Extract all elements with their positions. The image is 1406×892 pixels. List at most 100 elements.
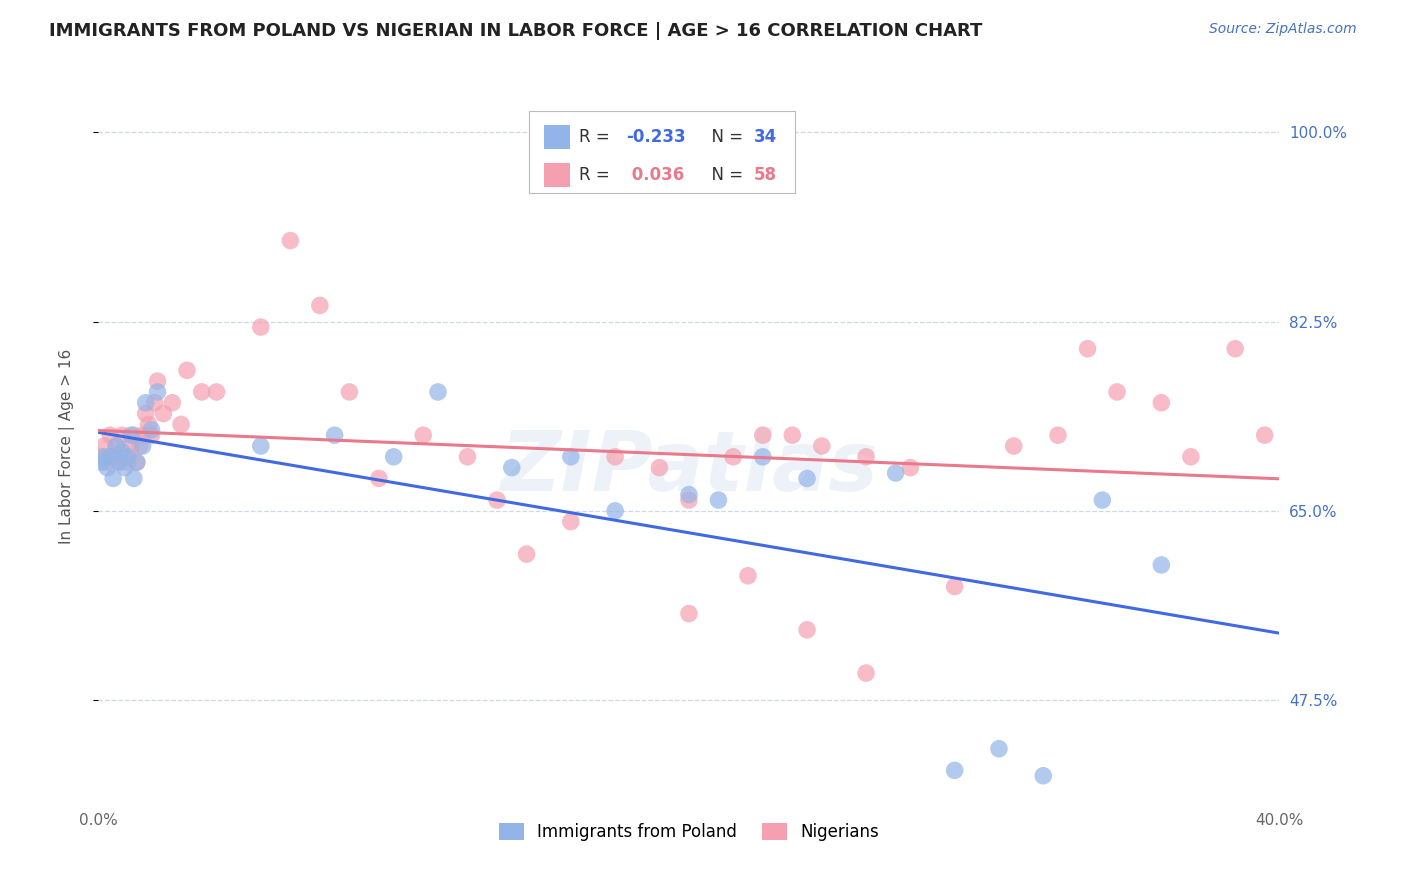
Point xyxy=(96,455,118,469)
Point xyxy=(323,428,346,442)
Point xyxy=(146,384,169,399)
Point xyxy=(128,439,150,453)
Point xyxy=(250,439,273,453)
Point xyxy=(141,428,163,442)
Point xyxy=(1150,396,1173,410)
Point xyxy=(560,450,582,464)
Point xyxy=(339,384,361,399)
Point xyxy=(143,396,166,410)
Text: 34: 34 xyxy=(754,128,778,146)
Point xyxy=(309,298,332,312)
Point xyxy=(176,363,198,377)
Point xyxy=(205,384,228,399)
Point xyxy=(796,623,818,637)
Point xyxy=(737,568,759,582)
Point xyxy=(93,439,115,453)
Point xyxy=(855,450,877,464)
Point xyxy=(516,547,538,561)
FancyBboxPatch shape xyxy=(530,111,796,193)
Point xyxy=(1046,428,1070,442)
Point xyxy=(1180,450,1202,464)
Point xyxy=(132,428,155,442)
Point xyxy=(810,439,832,453)
Point xyxy=(135,396,157,410)
Point xyxy=(943,764,966,778)
Point xyxy=(98,428,121,442)
Point xyxy=(250,320,273,334)
Point xyxy=(707,493,730,508)
Point xyxy=(782,428,804,442)
Point xyxy=(152,407,174,421)
Point xyxy=(280,234,302,248)
Point xyxy=(122,428,145,442)
Point xyxy=(191,384,214,399)
Point xyxy=(752,428,775,442)
Point xyxy=(796,471,818,485)
Point xyxy=(105,439,128,453)
Text: R =: R = xyxy=(579,166,614,184)
Text: ZIPatlas: ZIPatlas xyxy=(501,427,877,508)
Text: R =: R = xyxy=(579,128,614,146)
Point xyxy=(427,384,450,399)
Point xyxy=(1032,769,1054,783)
Point xyxy=(943,580,966,594)
Point xyxy=(382,450,405,464)
Text: 0.036: 0.036 xyxy=(626,166,685,184)
Point xyxy=(125,455,148,469)
FancyBboxPatch shape xyxy=(544,125,569,149)
Point xyxy=(135,407,157,421)
Point xyxy=(988,741,1011,756)
Legend: Immigrants from Poland, Nigerians: Immigrants from Poland, Nigerians xyxy=(492,816,886,848)
Point xyxy=(412,428,434,442)
Point xyxy=(120,428,142,442)
Text: -0.233: -0.233 xyxy=(626,128,686,146)
Point xyxy=(1107,384,1129,399)
Point xyxy=(1225,342,1247,356)
Point xyxy=(723,450,745,464)
Point xyxy=(501,460,523,475)
Point xyxy=(1254,428,1277,442)
Point xyxy=(98,450,121,464)
Y-axis label: In Labor Force | Age > 16: In Labor Force | Age > 16 xyxy=(59,349,75,543)
Point xyxy=(1091,493,1114,508)
Point xyxy=(605,504,627,518)
Text: Source: ZipAtlas.com: Source: ZipAtlas.com xyxy=(1209,22,1357,37)
Point xyxy=(678,488,700,502)
Point xyxy=(162,396,183,410)
Point xyxy=(486,493,509,508)
Point xyxy=(146,374,169,388)
Point xyxy=(103,471,125,485)
Text: IMMIGRANTS FROM POLAND VS NIGERIAN IN LABOR FORCE | AGE > 16 CORRELATION CHART: IMMIGRANTS FROM POLAND VS NIGERIAN IN LA… xyxy=(49,22,983,40)
Point xyxy=(138,417,160,432)
Point xyxy=(1077,342,1099,356)
Text: N =: N = xyxy=(700,166,748,184)
Point xyxy=(96,460,118,475)
Point xyxy=(120,439,142,453)
Text: 58: 58 xyxy=(754,166,778,184)
Point xyxy=(125,455,148,469)
Point xyxy=(605,450,627,464)
Point xyxy=(90,450,112,464)
Point xyxy=(132,439,155,453)
FancyBboxPatch shape xyxy=(544,162,569,186)
Point xyxy=(111,444,134,458)
Point xyxy=(117,450,139,464)
Point xyxy=(114,460,136,475)
Point xyxy=(752,450,775,464)
Point xyxy=(90,455,112,469)
Point xyxy=(108,455,131,469)
Point xyxy=(900,460,922,475)
Point xyxy=(108,455,131,469)
Point xyxy=(111,428,134,442)
Point xyxy=(884,466,907,480)
Point xyxy=(457,450,479,464)
Point xyxy=(648,460,671,475)
Point xyxy=(105,439,128,453)
Point xyxy=(103,450,125,464)
Point xyxy=(141,423,163,437)
Point xyxy=(1002,439,1025,453)
Point xyxy=(170,417,193,432)
Point xyxy=(114,450,136,464)
Text: N =: N = xyxy=(700,128,748,146)
Point xyxy=(117,455,139,469)
